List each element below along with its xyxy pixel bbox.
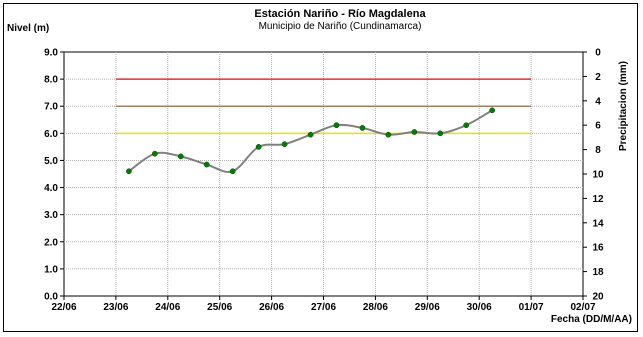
y-tick-label: 9.0: [44, 48, 58, 59]
y-tick-label: 2.0: [44, 237, 58, 248]
y-tick-label: 6.0: [44, 129, 58, 140]
data-point: [307, 131, 314, 138]
y2-tick-label: 18: [592, 267, 604, 278]
x-tick-label: 23/06: [103, 302, 128, 313]
y2-tick-label: 10: [592, 170, 604, 181]
y-tick-label: 4.0: [44, 183, 58, 194]
y-tick-label: 8.0: [44, 75, 58, 86]
data-point: [463, 122, 470, 129]
y-tick-label: 7.0: [44, 102, 58, 113]
x-tick-label: 29/06: [415, 302, 440, 313]
y2-tick-label: 20: [592, 292, 604, 303]
y2-tick-label: 12: [592, 194, 604, 205]
y-tick-label: 3.0: [44, 210, 58, 221]
x-tick-label: 24/06: [155, 302, 180, 313]
y2-tick-label: 2: [595, 72, 601, 83]
data-point: [385, 131, 392, 138]
data-point: [411, 129, 418, 135]
data-point: [281, 141, 288, 148]
y-axis-label: Nivel (m): [7, 23, 49, 34]
data-point: [333, 122, 340, 129]
y2-tick-label: 14: [592, 218, 604, 229]
data-point: [126, 168, 132, 175]
x-tick-label: 26/06: [259, 302, 284, 313]
y2-tick-label: 8: [595, 145, 601, 156]
x-tick-label: 30/06: [467, 302, 492, 313]
x-tick-label: 28/06: [363, 302, 388, 313]
y-tick-label: 5.0: [44, 156, 58, 167]
data-point: [489, 107, 496, 114]
y2-tick-label: 0: [595, 48, 601, 59]
plot-area: 0.0 1.0 2.0 3.0 4.0 5.0 6.0 7.0 8.0 9.0 0 2 4 6 8 10 12 1…: [44, 48, 604, 314]
x-tick-label: 27/06: [311, 302, 336, 313]
data-point: [151, 150, 158, 157]
x-tick-label: 22/06: [51, 302, 76, 313]
chart-title: Estación Nariño - Río Magdalena: [254, 8, 426, 20]
chart-subtitle: Municipio de Nariño (Cundinamarca): [259, 21, 422, 32]
y-tick-label: 0.0: [44, 292, 58, 303]
data-point: [203, 161, 210, 168]
data-point: [359, 125, 366, 131]
x-tick-label: 01/07: [519, 302, 544, 313]
y2-tick-label: 4: [595, 96, 601, 107]
x-axis-label: Fecha (DD/M/AA): [551, 314, 632, 325]
y2-tick-label: 16: [592, 243, 604, 254]
data-point: [177, 153, 184, 160]
y2-axis-label: Precipitacion (mm): [618, 61, 629, 151]
y2-tick-label: 6: [595, 121, 601, 132]
x-tick-label: 25/06: [207, 302, 232, 313]
data-point: [229, 168, 236, 175]
y-tick-label: 1.0: [44, 264, 58, 275]
x-tick-label: 02/07: [570, 302, 595, 313]
data-point: [437, 130, 444, 137]
data-point: [255, 144, 262, 150]
